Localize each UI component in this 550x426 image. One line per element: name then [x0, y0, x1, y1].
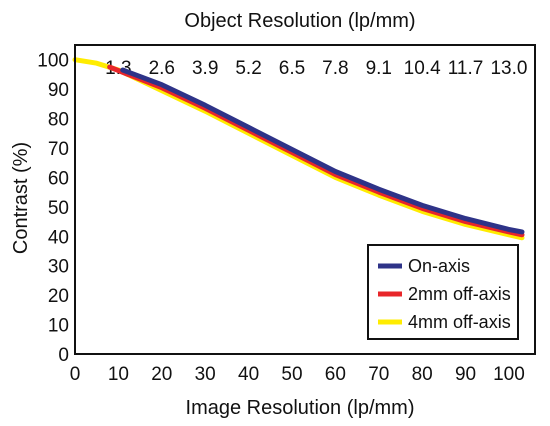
plot-area: 0 10 20 30 40 50 60 70 80 90 100 0 10 20 30 40 50 60 70 80 9…	[37, 51, 527, 385]
top-tick-label: 2.6	[149, 58, 175, 79]
legend-label-1: 2mm off-axis	[408, 284, 511, 304]
legend-label-2: 4mm off-axis	[408, 312, 511, 332]
legend: On-axis 2mm off-axis 4mm off-axis	[367, 244, 519, 340]
top-tick-label: 9.1	[366, 58, 392, 79]
series-line-0	[120, 67, 525, 235]
x-tick-label: 30	[195, 364, 216, 385]
x-tick-label: 60	[325, 364, 346, 385]
x-tick-label: 10	[108, 364, 129, 385]
plot-frame	[74, 44, 536, 355]
y-tick-label: 70	[48, 139, 69, 160]
top-tick-label: 10.4	[404, 58, 441, 79]
y-axis-title: Contrast (%)	[10, 142, 32, 254]
y-tick-label: 100	[37, 51, 69, 72]
top-axis-title: Object Resolution (lp/mm)	[184, 10, 415, 32]
y-tick-label: 80	[48, 110, 69, 131]
y-tick-label: 20	[48, 286, 69, 307]
x-tick-label: 0	[70, 364, 81, 385]
y-tick-label: 0	[58, 345, 69, 366]
x-tick-label: 70	[368, 364, 389, 385]
x-axis-title: Image Resolution (lp/mm)	[186, 397, 415, 419]
y-tick-label: 60	[48, 168, 69, 189]
x-tick-label: 50	[281, 364, 302, 385]
series-line-2	[72, 57, 525, 241]
x-tick-label: 20	[151, 364, 172, 385]
y-tick-label: 50	[48, 198, 69, 219]
top-tick-label: 7.8	[322, 58, 348, 79]
y-tick-label: 30	[48, 257, 69, 278]
top-tick-label: 5.2	[235, 58, 261, 79]
top-tick-label: 3.9	[192, 58, 218, 79]
x-tick-label: 90	[455, 364, 476, 385]
series-line-1	[107, 64, 525, 238]
x-tick-label: 80	[412, 364, 433, 385]
y-tick-label: 90	[48, 80, 69, 101]
legend-label-0: On-axis	[408, 256, 470, 276]
y-tick-label: 40	[48, 227, 69, 248]
top-tick-label: 13.0	[490, 58, 527, 79]
top-tick-label: 6.5	[279, 58, 305, 79]
x-tick-label: 40	[238, 364, 259, 385]
top-tick-label: 11.7	[448, 58, 484, 79]
y-tick-label: 10	[48, 316, 69, 337]
x-tick-label: 100	[493, 364, 525, 385]
